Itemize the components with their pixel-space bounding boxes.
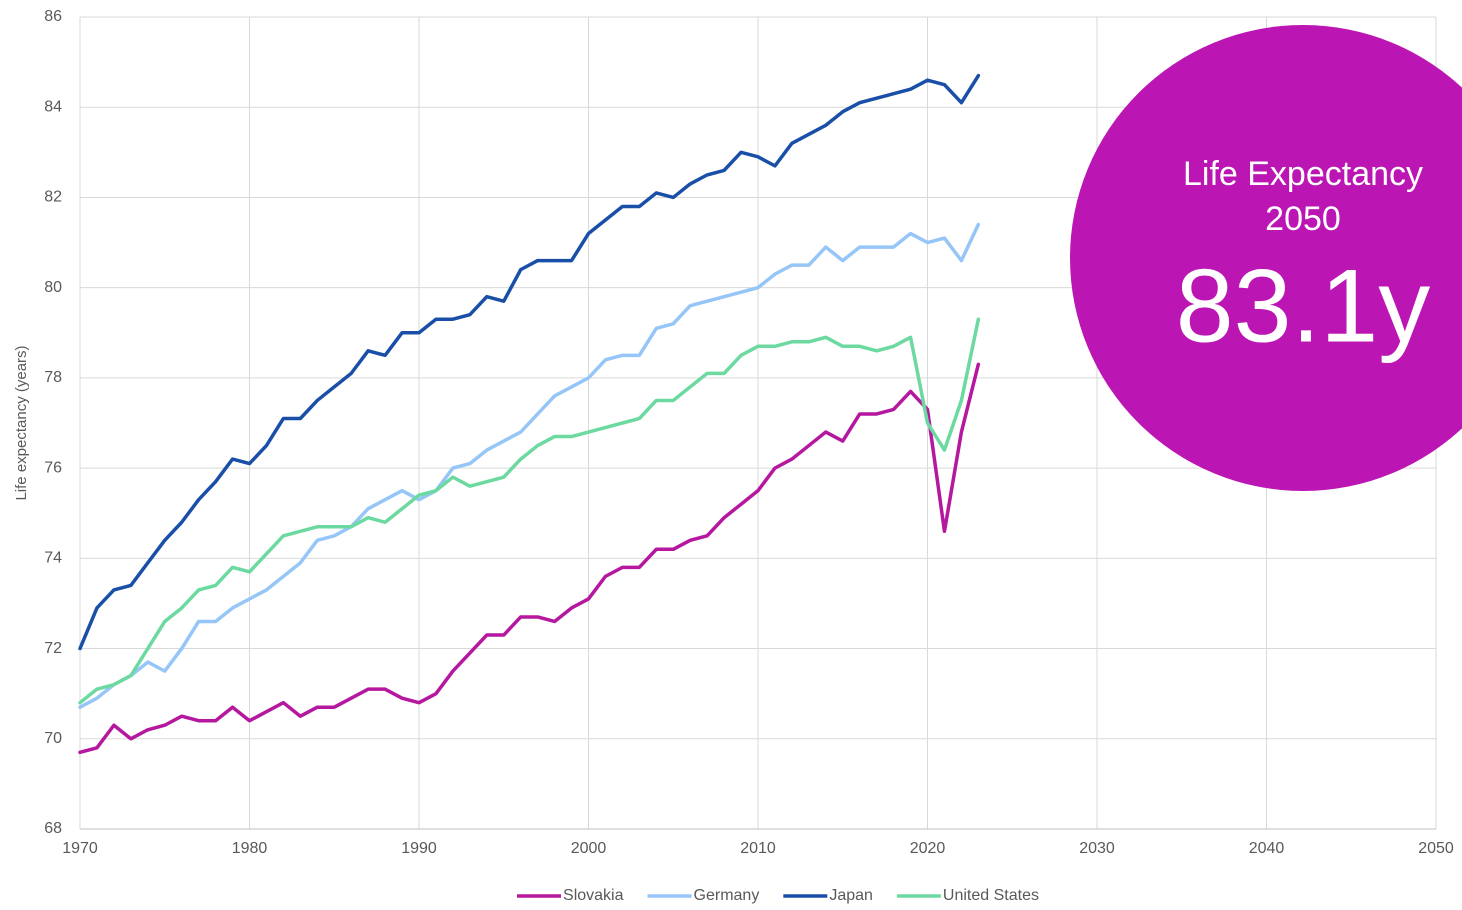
annotation-title: Life Expectancy [1183, 155, 1423, 193]
annotation-value: 83.1y [1176, 248, 1430, 364]
x-tick-label: 1980 [232, 840, 268, 857]
y-tick-label: 68 [44, 820, 62, 837]
annotation-bubble [1070, 25, 1462, 491]
x-tick-label: 2000 [571, 840, 607, 857]
series-line [78, 222, 981, 709]
y-tick-label: 74 [44, 550, 62, 567]
legend-label: Japan [829, 887, 873, 904]
legend-label: Slovakia [563, 887, 624, 904]
annotation-year: 2050 [1265, 200, 1341, 238]
y-tick-label: 70 [44, 730, 62, 747]
y-tick-label: 86 [44, 8, 62, 25]
y-tick-label: 78 [44, 369, 62, 386]
x-tick-label: 2020 [910, 840, 946, 857]
y-tick-label: 72 [44, 640, 62, 657]
y-tick-label: 82 [44, 189, 62, 206]
y-tick-label: 84 [44, 98, 62, 115]
x-tick-label: 1970 [62, 840, 98, 857]
legend-label: Germany [694, 887, 760, 904]
y-tick-label: 76 [44, 459, 62, 476]
series-line [78, 73, 981, 651]
x-tick-label: 2030 [1079, 840, 1115, 857]
x-tick-label: 2050 [1418, 840, 1454, 857]
x-tick-label: 1990 [401, 840, 437, 857]
y-axis-label: Life expectancy (years) [13, 345, 30, 500]
x-tick-label: 2010 [740, 840, 776, 857]
x-tick-label: 2040 [1249, 840, 1285, 857]
y-tick-label: 80 [44, 279, 62, 296]
legend-label: United States [943, 887, 1039, 904]
series-line [78, 317, 981, 705]
legend: Slovakia Germany Japan United States [517, 887, 1039, 904]
series-line [78, 362, 981, 755]
